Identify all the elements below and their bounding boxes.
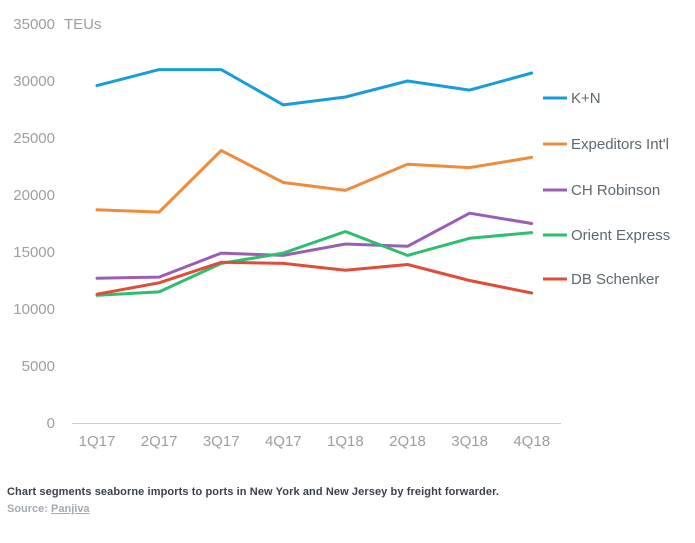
legend-label-k-n: K+N — [571, 90, 601, 107]
chart-caption: Chart segments seaborne imports to ports… — [7, 486, 500, 498]
x-axis-tick-label: 3Q17 — [203, 433, 240, 450]
x-axis-tick-label: 2Q18 — [389, 433, 426, 450]
source-line: Source: Panjiva — [7, 503, 90, 515]
legend-label-db-schenker: DB Schenker — [571, 271, 659, 288]
x-axis-tick-label: 1Q18 — [327, 433, 364, 450]
legend-label-orient-express: Orient Express — [571, 227, 670, 244]
series-line-ch-robinson — [95, 211, 534, 280]
y-axis-tick-label: 0 — [47, 415, 55, 432]
x-axis-tick-label: 4Q18 — [513, 433, 550, 450]
y-axis-tick-label: 15000 — [13, 244, 55, 261]
series-line-db-schenker — [95, 260, 534, 296]
source-prefix: Source: — [7, 503, 48, 515]
y-axis-tick-label: 35000 — [13, 16, 55, 33]
series-line-k-n — [95, 68, 534, 107]
series-line-orient-express — [95, 230, 534, 297]
y-axis-tick-label: 10000 — [13, 301, 55, 318]
legend-label-ch-robinson: CH Robinson — [571, 182, 660, 199]
legend-label-expeditors-int-l: Expeditors Int'l — [571, 136, 669, 153]
y-axis-tick-label: 5000 — [22, 358, 55, 375]
y-axis-tick-label: 30000 — [13, 73, 55, 90]
x-axis-tick-label: 3Q18 — [451, 433, 488, 450]
x-axis-tick-label: 1Q17 — [79, 433, 116, 450]
series-line-expeditors-int-l — [95, 149, 534, 214]
line-chart: 0 5000 10000 15000 20000 25000 30000 35000 TEUs 1… — [13, 16, 670, 450]
x-axis-tick-label: 4Q17 — [265, 433, 302, 450]
y-axis-tick-label: 20000 — [13, 187, 55, 204]
y-axis-unit-label: TEUs — [64, 16, 102, 33]
y-axis-tick-label: 25000 — [13, 130, 55, 147]
source-link-panjiva[interactable]: Panjiva — [51, 503, 90, 515]
x-axis-tick-label: 2Q17 — [141, 433, 178, 450]
